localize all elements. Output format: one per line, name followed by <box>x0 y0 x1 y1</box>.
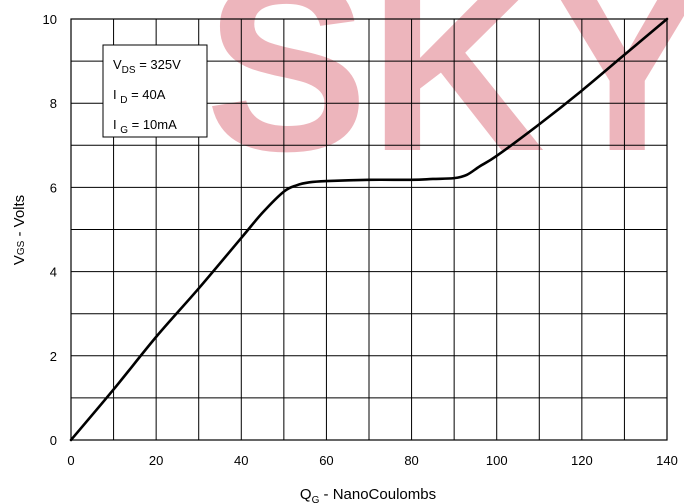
legend-item-vds: VDS = 325V <box>113 57 181 76</box>
legend-item-ig: I G = 10mA <box>113 117 177 136</box>
watermark: SKY <box>205 0 684 202</box>
legend-box <box>102 44 208 138</box>
tick-labels: 0 20 40 60 80 100 120 140 0 2 4 6 8 10 <box>43 12 678 468</box>
y-axis-label: VGS - Volts <box>11 195 28 265</box>
legend-item-id: I D = 40A <box>113 87 166 106</box>
legend: VDS = 325V I D = 40A I G = 10mA <box>102 44 208 138</box>
y-tick-label: 2 <box>50 349 57 364</box>
y-tick-label: 0 <box>50 433 57 448</box>
y-tick-label: 6 <box>50 180 57 195</box>
x-tick-label: 20 <box>149 453 163 468</box>
grid <box>70 18 668 441</box>
x-tick-label: 140 <box>656 453 678 468</box>
x-tick-label: 0 <box>67 453 74 468</box>
x-tick-label: 60 <box>319 453 333 468</box>
series-line-1 <box>69 17 669 442</box>
x-tick-label: 80 <box>404 453 418 468</box>
plot-frame <box>70 18 668 441</box>
x-tick-label: 40 <box>234 453 248 468</box>
plot-area <box>69 17 669 442</box>
y-tick-label: 4 <box>50 265 57 280</box>
y-tick-label: 8 <box>50 96 57 111</box>
y-tick-label: 10 <box>43 12 57 27</box>
x-tick-label: 120 <box>571 453 593 468</box>
x-axis-label: QG - NanoCoulombs <box>300 486 436 504</box>
x-tick-label: 100 <box>486 453 508 468</box>
